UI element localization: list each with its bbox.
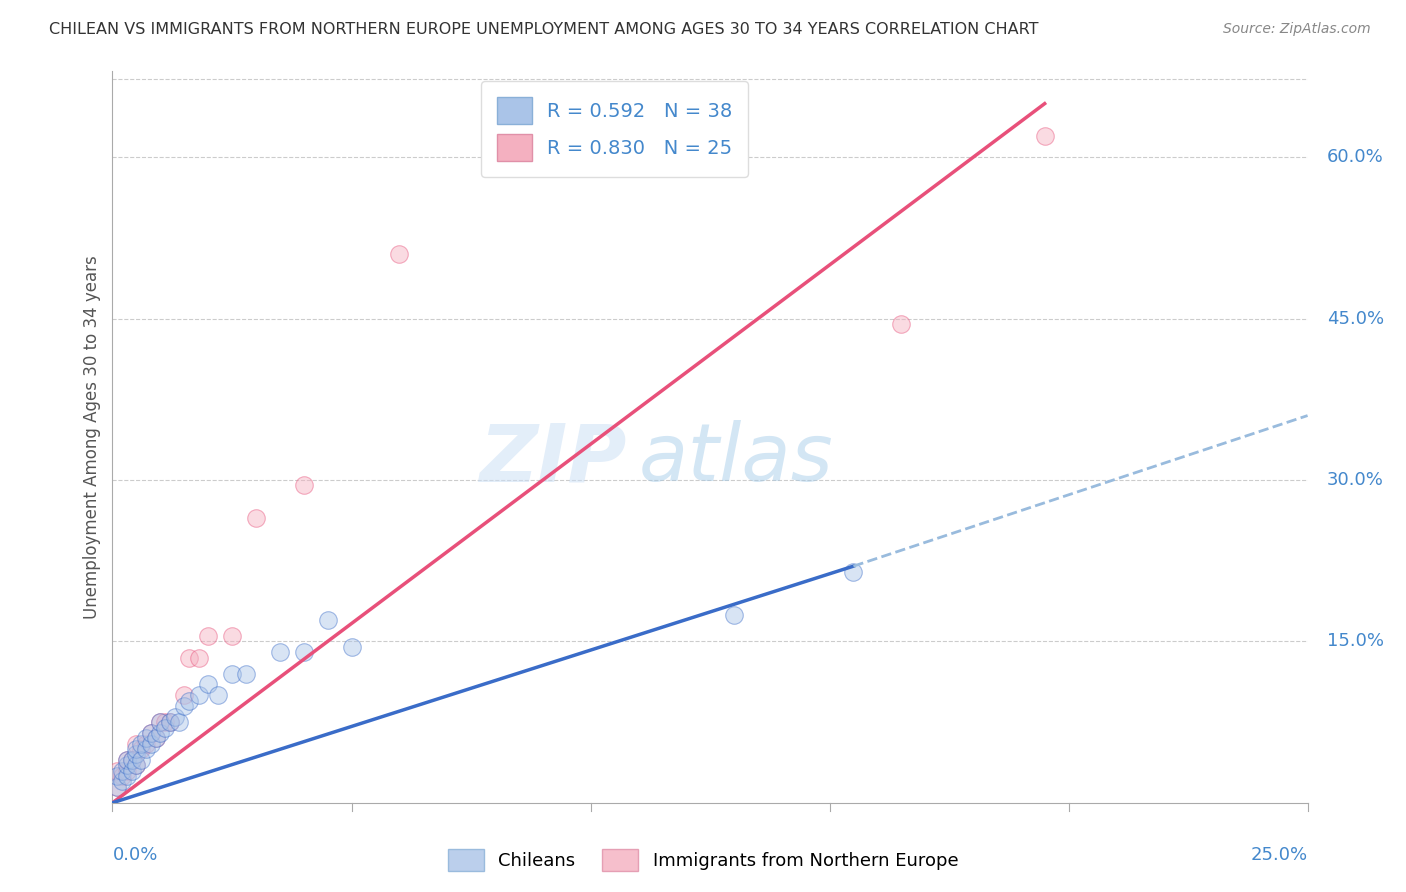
Text: Source: ZipAtlas.com: Source: ZipAtlas.com [1223, 22, 1371, 37]
Point [173, 698, 195, 713]
Point [207, 688, 229, 702]
Point [153, 721, 176, 735]
Point [121, 753, 143, 767]
Point [111, 774, 134, 789]
Point [842, 565, 865, 579]
Point [121, 764, 143, 778]
Point [173, 688, 195, 702]
Point [245, 510, 267, 524]
Point [159, 715, 181, 730]
Text: atlas: atlas [638, 420, 834, 498]
Point [115, 758, 138, 772]
Text: 25.0%: 25.0% [1250, 846, 1308, 863]
Text: 30.0%: 30.0% [1327, 471, 1384, 489]
Legend: R = 0.592   N = 38, R = 0.830   N = 25: R = 0.592 N = 38, R = 0.830 N = 25 [481, 81, 748, 177]
Point [187, 650, 209, 665]
Point [139, 726, 162, 740]
Point [121, 753, 143, 767]
Point [890, 317, 912, 331]
Point [129, 737, 152, 751]
Point [1033, 128, 1056, 143]
Legend: Chileans, Immigrants from Northern Europe: Chileans, Immigrants from Northern Europ… [440, 842, 966, 879]
Point [235, 666, 257, 681]
Point [139, 726, 162, 740]
Text: 45.0%: 45.0% [1327, 310, 1384, 327]
Point [125, 758, 148, 772]
Point [292, 478, 315, 492]
Point [153, 715, 176, 730]
Point [177, 650, 200, 665]
Point [111, 769, 134, 783]
Point [135, 731, 157, 746]
Point [105, 769, 128, 783]
Y-axis label: Unemployment Among Ages 30 to 34 years: Unemployment Among Ages 30 to 34 years [83, 255, 101, 619]
Point [159, 715, 181, 730]
Point [723, 607, 745, 622]
Point [135, 742, 157, 756]
Point [115, 753, 138, 767]
Point [125, 737, 148, 751]
Point [105, 780, 128, 794]
Point [316, 613, 339, 627]
Point [221, 629, 243, 643]
Point [115, 753, 138, 767]
Text: 60.0%: 60.0% [1327, 148, 1384, 167]
Point [149, 715, 172, 730]
Point [129, 742, 152, 756]
Point [169, 715, 191, 730]
Point [177, 693, 200, 707]
Point [149, 726, 172, 740]
Point [125, 747, 148, 762]
Point [187, 688, 209, 702]
Text: ZIP: ZIP [479, 420, 627, 498]
Point [139, 737, 162, 751]
Point [340, 640, 363, 654]
Point [292, 645, 315, 659]
Point [197, 629, 219, 643]
Point [221, 666, 243, 681]
Text: 0.0%: 0.0% [112, 846, 157, 863]
Point [115, 769, 138, 783]
Point [105, 780, 128, 794]
Text: 15.0%: 15.0% [1327, 632, 1384, 650]
Point [145, 731, 167, 746]
Point [197, 677, 219, 691]
Point [115, 764, 138, 778]
Point [125, 758, 148, 772]
Point [105, 764, 128, 778]
Point [149, 715, 172, 730]
Point [129, 753, 152, 767]
Point [388, 247, 411, 261]
Point [269, 645, 291, 659]
Point [163, 710, 186, 724]
Point [145, 731, 167, 746]
Point [125, 742, 148, 756]
Point [111, 764, 134, 778]
Point [135, 737, 157, 751]
Text: CHILEAN VS IMMIGRANTS FROM NORTHERN EUROPE UNEMPLOYMENT AMONG AGES 30 TO 34 YEAR: CHILEAN VS IMMIGRANTS FROM NORTHERN EURO… [49, 22, 1039, 37]
